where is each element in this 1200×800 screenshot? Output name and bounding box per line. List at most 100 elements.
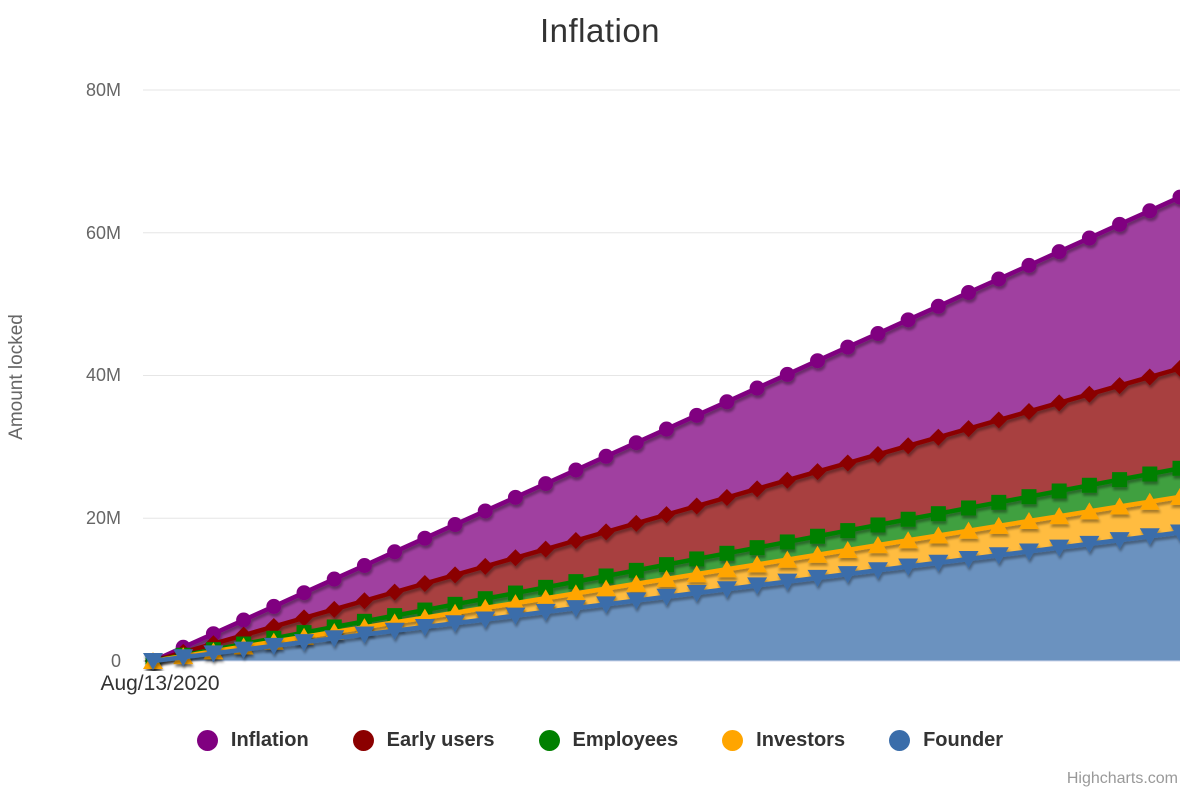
marker-diamond-icon[interactable] bbox=[295, 609, 313, 627]
marker-diamond-icon[interactable] bbox=[446, 566, 464, 584]
marker-diamond-icon[interactable] bbox=[506, 549, 524, 567]
marker-square-icon[interactable] bbox=[507, 585, 523, 601]
marker-circle-icon[interactable] bbox=[296, 585, 312, 601]
marker-circle-icon[interactable] bbox=[628, 435, 644, 451]
marker-circle-icon[interactable] bbox=[477, 503, 493, 519]
marker-circle-icon[interactable] bbox=[991, 271, 1007, 287]
marker-square-icon[interactable] bbox=[568, 574, 584, 590]
marker-triangle-down-icon[interactable] bbox=[1079, 535, 1100, 553]
marker-diamond-icon[interactable] bbox=[869, 445, 887, 463]
marker-triangle-down-icon[interactable] bbox=[777, 573, 798, 591]
marker-circle-icon[interactable] bbox=[236, 612, 252, 628]
marker-square-icon[interactable] bbox=[870, 517, 886, 533]
marker-square-icon[interactable] bbox=[477, 591, 493, 607]
marker-triangle-down-icon[interactable] bbox=[928, 554, 949, 572]
marker-diamond-icon[interactable] bbox=[1141, 368, 1159, 386]
marker-triangle-up-icon[interactable] bbox=[837, 540, 858, 558]
marker-circle-icon[interactable] bbox=[930, 298, 946, 314]
marker-triangle-up-icon[interactable] bbox=[1109, 497, 1130, 515]
marker-diamond-icon[interactable] bbox=[1171, 359, 1189, 377]
marker-triangle-down-icon[interactable] bbox=[1049, 539, 1070, 557]
marker-circle-icon[interactable] bbox=[1172, 189, 1188, 205]
marker-triangle-down-icon[interactable] bbox=[505, 607, 526, 625]
marker-triangle-down-icon[interactable] bbox=[747, 577, 768, 595]
highcharts-credit[interactable]: Highcharts.com bbox=[1066, 770, 1178, 787]
marker-triangle-up-icon[interactable] bbox=[928, 526, 949, 544]
marker-square-icon[interactable] bbox=[1051, 483, 1067, 499]
marker-triangle-down-icon[interactable] bbox=[958, 551, 979, 569]
marker-triangle-down-icon[interactable] bbox=[233, 641, 254, 659]
marker-triangle-up-icon[interactable] bbox=[1049, 507, 1070, 525]
marker-triangle-up-icon[interactable] bbox=[716, 560, 737, 578]
marker-circle-icon[interactable] bbox=[961, 285, 977, 301]
marker-triangle-up-icon[interactable] bbox=[1170, 487, 1190, 505]
marker-circle-icon[interactable] bbox=[810, 353, 826, 369]
marker-triangle-down-icon[interactable] bbox=[716, 581, 737, 599]
legend-item-founder[interactable]: Founder bbox=[889, 729, 1003, 752]
marker-triangle-down-icon[interactable] bbox=[354, 626, 375, 644]
marker-circle-icon[interactable] bbox=[900, 312, 916, 328]
marker-diamond-icon[interactable] bbox=[839, 454, 857, 472]
marker-circle-icon[interactable] bbox=[719, 394, 735, 410]
marker-triangle-down-icon[interactable] bbox=[867, 562, 888, 580]
marker-circle-icon[interactable] bbox=[417, 530, 433, 546]
marker-square-icon[interactable] bbox=[598, 568, 614, 584]
marker-square-icon[interactable] bbox=[628, 562, 644, 578]
marker-triangle-up-icon[interactable] bbox=[898, 531, 919, 549]
marker-circle-icon[interactable] bbox=[205, 626, 221, 642]
marker-square-icon[interactable] bbox=[689, 551, 705, 567]
marker-triangle-up-icon[interactable] bbox=[747, 555, 768, 573]
marker-diamond-icon[interactable] bbox=[597, 523, 615, 541]
marker-triangle-down-icon[interactable] bbox=[475, 611, 496, 629]
marker-triangle-up-icon[interactable] bbox=[1018, 512, 1039, 530]
marker-triangle-down-icon[interactable] bbox=[686, 584, 707, 602]
marker-diamond-icon[interactable] bbox=[1020, 402, 1038, 420]
marker-diamond-icon[interactable] bbox=[325, 600, 343, 618]
marker-circle-icon[interactable] bbox=[1081, 230, 1097, 246]
marker-triangle-down-icon[interactable] bbox=[565, 600, 586, 618]
marker-circle-icon[interactable] bbox=[779, 366, 795, 382]
marker-diamond-icon[interactable] bbox=[567, 532, 585, 550]
marker-triangle-down-icon[interactable] bbox=[203, 645, 224, 663]
marker-diamond-icon[interactable] bbox=[537, 540, 555, 558]
marker-triangle-down-icon[interactable] bbox=[384, 622, 405, 640]
marker-circle-icon[interactable] bbox=[568, 462, 584, 478]
marker-triangle-up-icon[interactable] bbox=[867, 536, 888, 554]
legend-item-inflation[interactable]: Inflation bbox=[196, 729, 309, 752]
marker-square-icon[interactable] bbox=[659, 557, 674, 573]
marker-triangle-down-icon[interactable] bbox=[173, 649, 194, 667]
marker-circle-icon[interactable] bbox=[749, 380, 765, 396]
marker-triangle-up-icon[interactable] bbox=[656, 569, 677, 587]
marker-triangle-down-icon[interactable] bbox=[535, 603, 556, 621]
marker-triangle-up-icon[interactable] bbox=[505, 594, 526, 612]
marker-triangle-down-icon[interactable] bbox=[1139, 528, 1160, 546]
marker-square-icon[interactable] bbox=[1172, 460, 1188, 476]
marker-triangle-up-icon[interactable] bbox=[988, 516, 1009, 534]
marker-triangle-down-icon[interactable] bbox=[143, 653, 163, 670]
marker-square-icon[interactable] bbox=[1112, 472, 1128, 488]
marker-triangle-down-icon[interactable] bbox=[626, 592, 647, 610]
series-early-users[interactable] bbox=[144, 359, 1189, 670]
marker-square-icon[interactable] bbox=[1081, 477, 1097, 493]
marker-triangle-up-icon[interactable] bbox=[958, 521, 979, 539]
marker-circle-icon[interactable] bbox=[326, 571, 342, 587]
marker-circle-icon[interactable] bbox=[387, 544, 403, 560]
marker-triangle-up-icon[interactable] bbox=[777, 550, 798, 568]
marker-triangle-down-icon[interactable] bbox=[294, 634, 315, 652]
marker-circle-icon[interactable] bbox=[1142, 203, 1158, 219]
series-founder[interactable] bbox=[143, 524, 1190, 670]
marker-circle-icon[interactable] bbox=[659, 421, 674, 437]
marker-square-icon[interactable] bbox=[991, 494, 1007, 510]
marker-diamond-icon[interactable] bbox=[658, 506, 675, 524]
marker-diamond-icon[interactable] bbox=[265, 618, 283, 636]
marker-diamond-icon[interactable] bbox=[688, 497, 706, 515]
marker-circle-icon[interactable] bbox=[870, 326, 886, 342]
marker-diamond-icon[interactable] bbox=[355, 592, 373, 610]
marker-diamond-icon[interactable] bbox=[1050, 394, 1068, 412]
marker-triangle-down-icon[interactable] bbox=[837, 566, 858, 584]
marker-triangle-down-icon[interactable] bbox=[988, 547, 1009, 565]
marker-circle-icon[interactable] bbox=[1112, 216, 1128, 232]
legend-item-investors[interactable]: Investors bbox=[722, 729, 845, 752]
marker-diamond-icon[interactable] bbox=[960, 420, 978, 438]
